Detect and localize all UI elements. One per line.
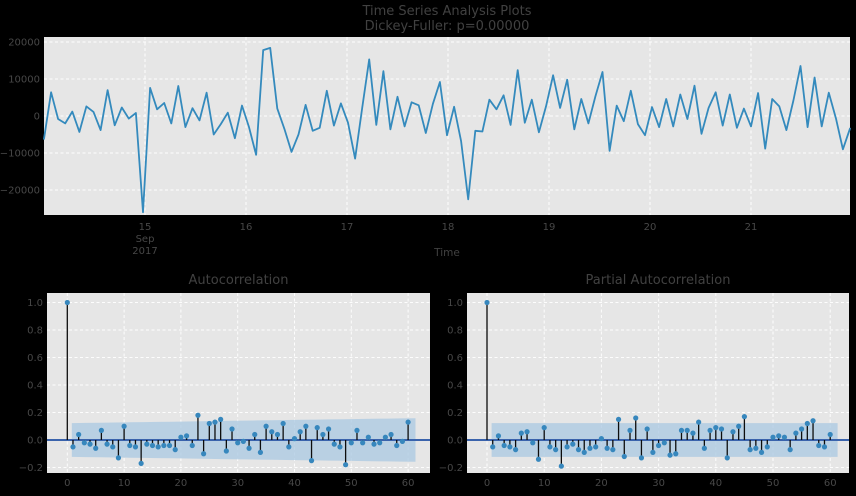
svg-text:21: 21 [745, 222, 758, 233]
svg-text:0.4: 0.4 [447, 381, 463, 392]
svg-text:0.6: 0.6 [27, 353, 43, 364]
pacf-markers [484, 299, 833, 469]
svg-text:0.6: 0.6 [447, 353, 463, 364]
svg-text:50: 50 [767, 478, 780, 489]
acf-markers [64, 299, 411, 468]
figure-title-line1: Time Series Analysis Plots [362, 4, 532, 19]
acf-ytick-labels: 1.0 0.8 0.6 0.4 0.2 0.0 −0.2 [19, 298, 43, 474]
svg-text:18: 18 [442, 222, 455, 233]
svg-text:60: 60 [402, 478, 415, 489]
svg-text:15: 15 [139, 222, 152, 233]
svg-text:0.0: 0.0 [27, 436, 43, 447]
time-axis-label: Time [434, 247, 460, 259]
svg-text:10: 10 [118, 478, 131, 489]
svg-text:0.4: 0.4 [27, 381, 43, 392]
svg-text:50: 50 [345, 478, 358, 489]
svg-text:Sep: Sep [136, 234, 155, 245]
acf-title: Autocorrelation [188, 273, 289, 288]
pacf-title: Partial Autocorrelation [585, 273, 731, 288]
svg-text:30: 30 [231, 478, 244, 489]
svg-text:20: 20 [595, 478, 608, 489]
svg-text:19: 19 [543, 222, 556, 233]
svg-text:0: 0 [34, 112, 40, 123]
svg-text:1.0: 1.0 [447, 298, 463, 309]
svg-text:−0.2: −0.2 [439, 463, 463, 474]
svg-text:1.0: 1.0 [27, 298, 43, 309]
svg-text:10: 10 [538, 478, 551, 489]
svg-text:−10000: −10000 [0, 149, 40, 160]
pacf-axes: 1.0 0.8 0.6 0.4 0.2 0.0 −0.2 0 10 20 30 40 50 60 [439, 293, 849, 489]
figure-title-line2: Dickey-Fuller: p=0.00000 [364, 19, 530, 34]
svg-text:20: 20 [644, 222, 657, 233]
svg-text:30: 30 [652, 478, 665, 489]
svg-text:0: 0 [484, 478, 490, 489]
pacf-ytick-labels: 1.0 0.8 0.6 0.4 0.2 0.0 −0.2 [439, 298, 463, 474]
pacf-xtick-labels: 0 10 20 30 40 50 60 [484, 478, 837, 489]
svg-text:0: 0 [64, 478, 70, 489]
svg-text:0.2: 0.2 [27, 408, 43, 419]
svg-text:10000: 10000 [8, 75, 40, 86]
svg-text:20: 20 [175, 478, 188, 489]
svg-text:0.2: 0.2 [447, 408, 463, 419]
svg-text:0.0: 0.0 [447, 436, 463, 447]
svg-text:16: 16 [240, 222, 253, 233]
svg-text:60: 60 [824, 478, 837, 489]
svg-text:−0.2: −0.2 [19, 463, 43, 474]
acf-xtick-labels: 0 10 20 30 40 50 60 [64, 478, 414, 489]
svg-text:20000: 20000 [8, 38, 40, 49]
main-ytick-labels: 20000 10000 0 −10000 −20000 [0, 38, 40, 197]
svg-text:17: 17 [341, 222, 354, 233]
time-series-line [43, 47, 851, 214]
svg-text:2017: 2017 [132, 246, 157, 257]
svg-text:40: 40 [288, 478, 301, 489]
acf-axes: 1.0 0.8 0.6 0.4 0.2 0.0 −0.2 0 10 20 30 40 50 60 [19, 293, 430, 489]
svg-text:0.8: 0.8 [447, 326, 463, 337]
svg-text:40: 40 [709, 478, 722, 489]
svg-text:0.8: 0.8 [27, 326, 43, 337]
svg-text:−20000: −20000 [0, 186, 40, 197]
figure-title: Time Series Analysis Plots Dickey-Fuller… [44, 4, 850, 34]
